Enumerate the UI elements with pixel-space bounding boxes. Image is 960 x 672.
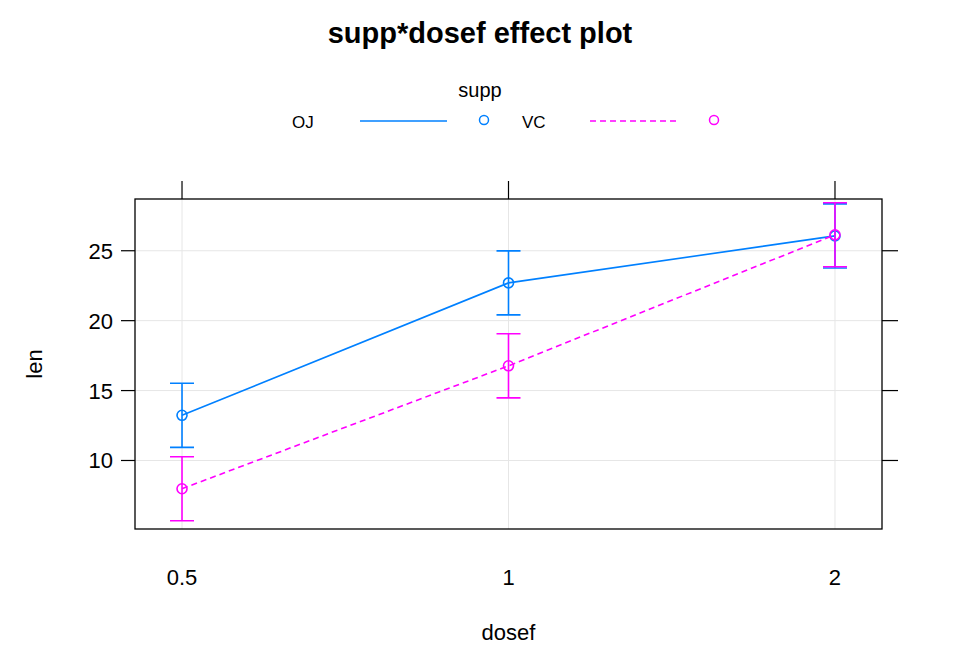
legend: supp OJ VC	[292, 79, 719, 132]
x-tick-top	[508, 181, 509, 199]
x-tick-top	[181, 181, 182, 199]
y-tick	[121, 250, 135, 251]
grid	[135, 199, 882, 529]
legend-marker	[710, 116, 719, 125]
point	[830, 230, 840, 240]
series	[170, 204, 847, 447]
y-tick-label: 25	[89, 239, 113, 264]
point	[504, 361, 514, 371]
legend-title: supp	[458, 79, 501, 101]
data-area	[170, 203, 847, 521]
plot-frame	[135, 199, 882, 529]
legend-line	[360, 120, 447, 122]
y-tick-right	[882, 390, 898, 391]
error-bar	[497, 334, 521, 398]
y-tick	[121, 390, 135, 391]
y-tick	[121, 320, 135, 321]
x-tick-label: 0.5	[167, 565, 198, 590]
y-tick-label: 20	[89, 309, 113, 334]
title: supp*dosef effect plot	[328, 17, 633, 49]
chart-container: supp*dosef effect plot supp OJ VC 10 15 20 25 0.…	[0, 0, 960, 672]
y-tick-label: 15	[89, 379, 113, 404]
x-tick-top	[834, 181, 835, 199]
series	[170, 203, 847, 521]
legend-label: VC	[522, 113, 546, 132]
point	[177, 410, 187, 420]
y-axis-label: len	[22, 349, 47, 378]
y-tick-label: 10	[89, 448, 113, 473]
series-line	[182, 235, 835, 489]
axes: 10 15 20 25 0.5 1 2 dosef len	[22, 181, 898, 645]
x-axis-label: dosef	[482, 620, 537, 645]
y-tick-right	[882, 250, 898, 251]
x-tick-label: 2	[829, 565, 841, 590]
error-bar	[823, 203, 847, 267]
point	[177, 484, 187, 494]
series-line	[182, 236, 835, 415]
y-tick	[121, 460, 135, 461]
legend-label: OJ	[292, 113, 314, 132]
x-tick-label: 1	[502, 565, 514, 590]
point	[504, 278, 514, 288]
error-bar	[497, 251, 521, 315]
chart-svg: supp*dosef effect plot supp OJ VC 10 15 20 25 0.…	[0, 0, 960, 672]
error-bar	[170, 457, 194, 521]
error-bar	[170, 383, 194, 447]
legend-marker	[480, 116, 489, 125]
y-tick-right	[882, 320, 898, 321]
legend-line	[590, 120, 677, 122]
y-tick-right	[882, 460, 898, 461]
